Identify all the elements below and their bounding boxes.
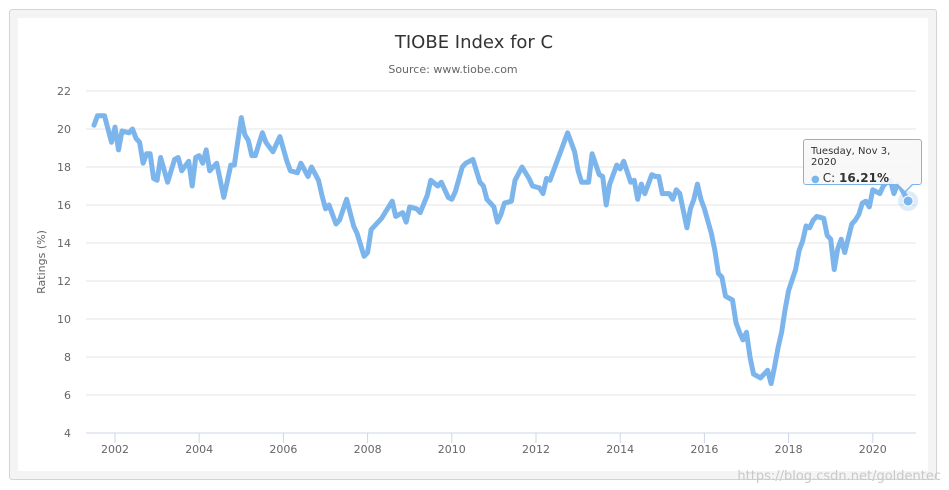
x-tick-label: 2020 xyxy=(859,443,887,456)
tooltip-series-label: C: xyxy=(822,171,839,185)
y-axis-title: Ratings (%) xyxy=(35,230,48,294)
chart-frame xyxy=(9,9,937,480)
watermark: https://blog.csdn.net/goldentec xyxy=(737,469,941,484)
y-tick-label: 4 xyxy=(64,427,71,440)
hover-marker xyxy=(902,195,914,207)
series-line-C xyxy=(91,113,911,387)
x-tick-label: 2006 xyxy=(269,443,297,456)
x-tick-label: 2004 xyxy=(185,443,213,456)
y-tick-label: 18 xyxy=(57,161,71,174)
tooltip-value: 16.21% xyxy=(838,171,889,185)
tooltip: Tuesday, Nov 3, 2020 ● C: 16.21% xyxy=(803,139,922,185)
x-tick-label: 2014 xyxy=(606,443,634,456)
y-tick-label: 22 xyxy=(57,85,71,98)
y-tick-label: 8 xyxy=(64,351,71,364)
y-tick-label: 10 xyxy=(57,313,71,326)
tooltip-date: Tuesday, Nov 3, 2020 xyxy=(811,146,891,168)
tooltip-arrow-inner xyxy=(898,184,912,191)
y-tick-label: 14 xyxy=(57,237,71,250)
x-tick-label: 2010 xyxy=(438,443,466,456)
x-tick-label: 2008 xyxy=(354,443,382,456)
y-tick-label: 20 xyxy=(57,123,71,136)
x-tick-label: 2012 xyxy=(522,443,550,456)
chart-subtitle: Source: www.tiobe.com xyxy=(388,63,517,76)
x-tick-label: 2016 xyxy=(690,443,718,456)
y-tick-label: 6 xyxy=(64,389,71,402)
x-tick-label: 2002 xyxy=(101,443,129,456)
chart-title: TIOBE Index for C xyxy=(394,32,553,53)
y-tick-label: 16 xyxy=(57,199,71,212)
x-tick-label: 2018 xyxy=(775,443,803,456)
y-tick-label: 12 xyxy=(57,275,71,288)
series-dot-icon: ● xyxy=(811,174,820,185)
